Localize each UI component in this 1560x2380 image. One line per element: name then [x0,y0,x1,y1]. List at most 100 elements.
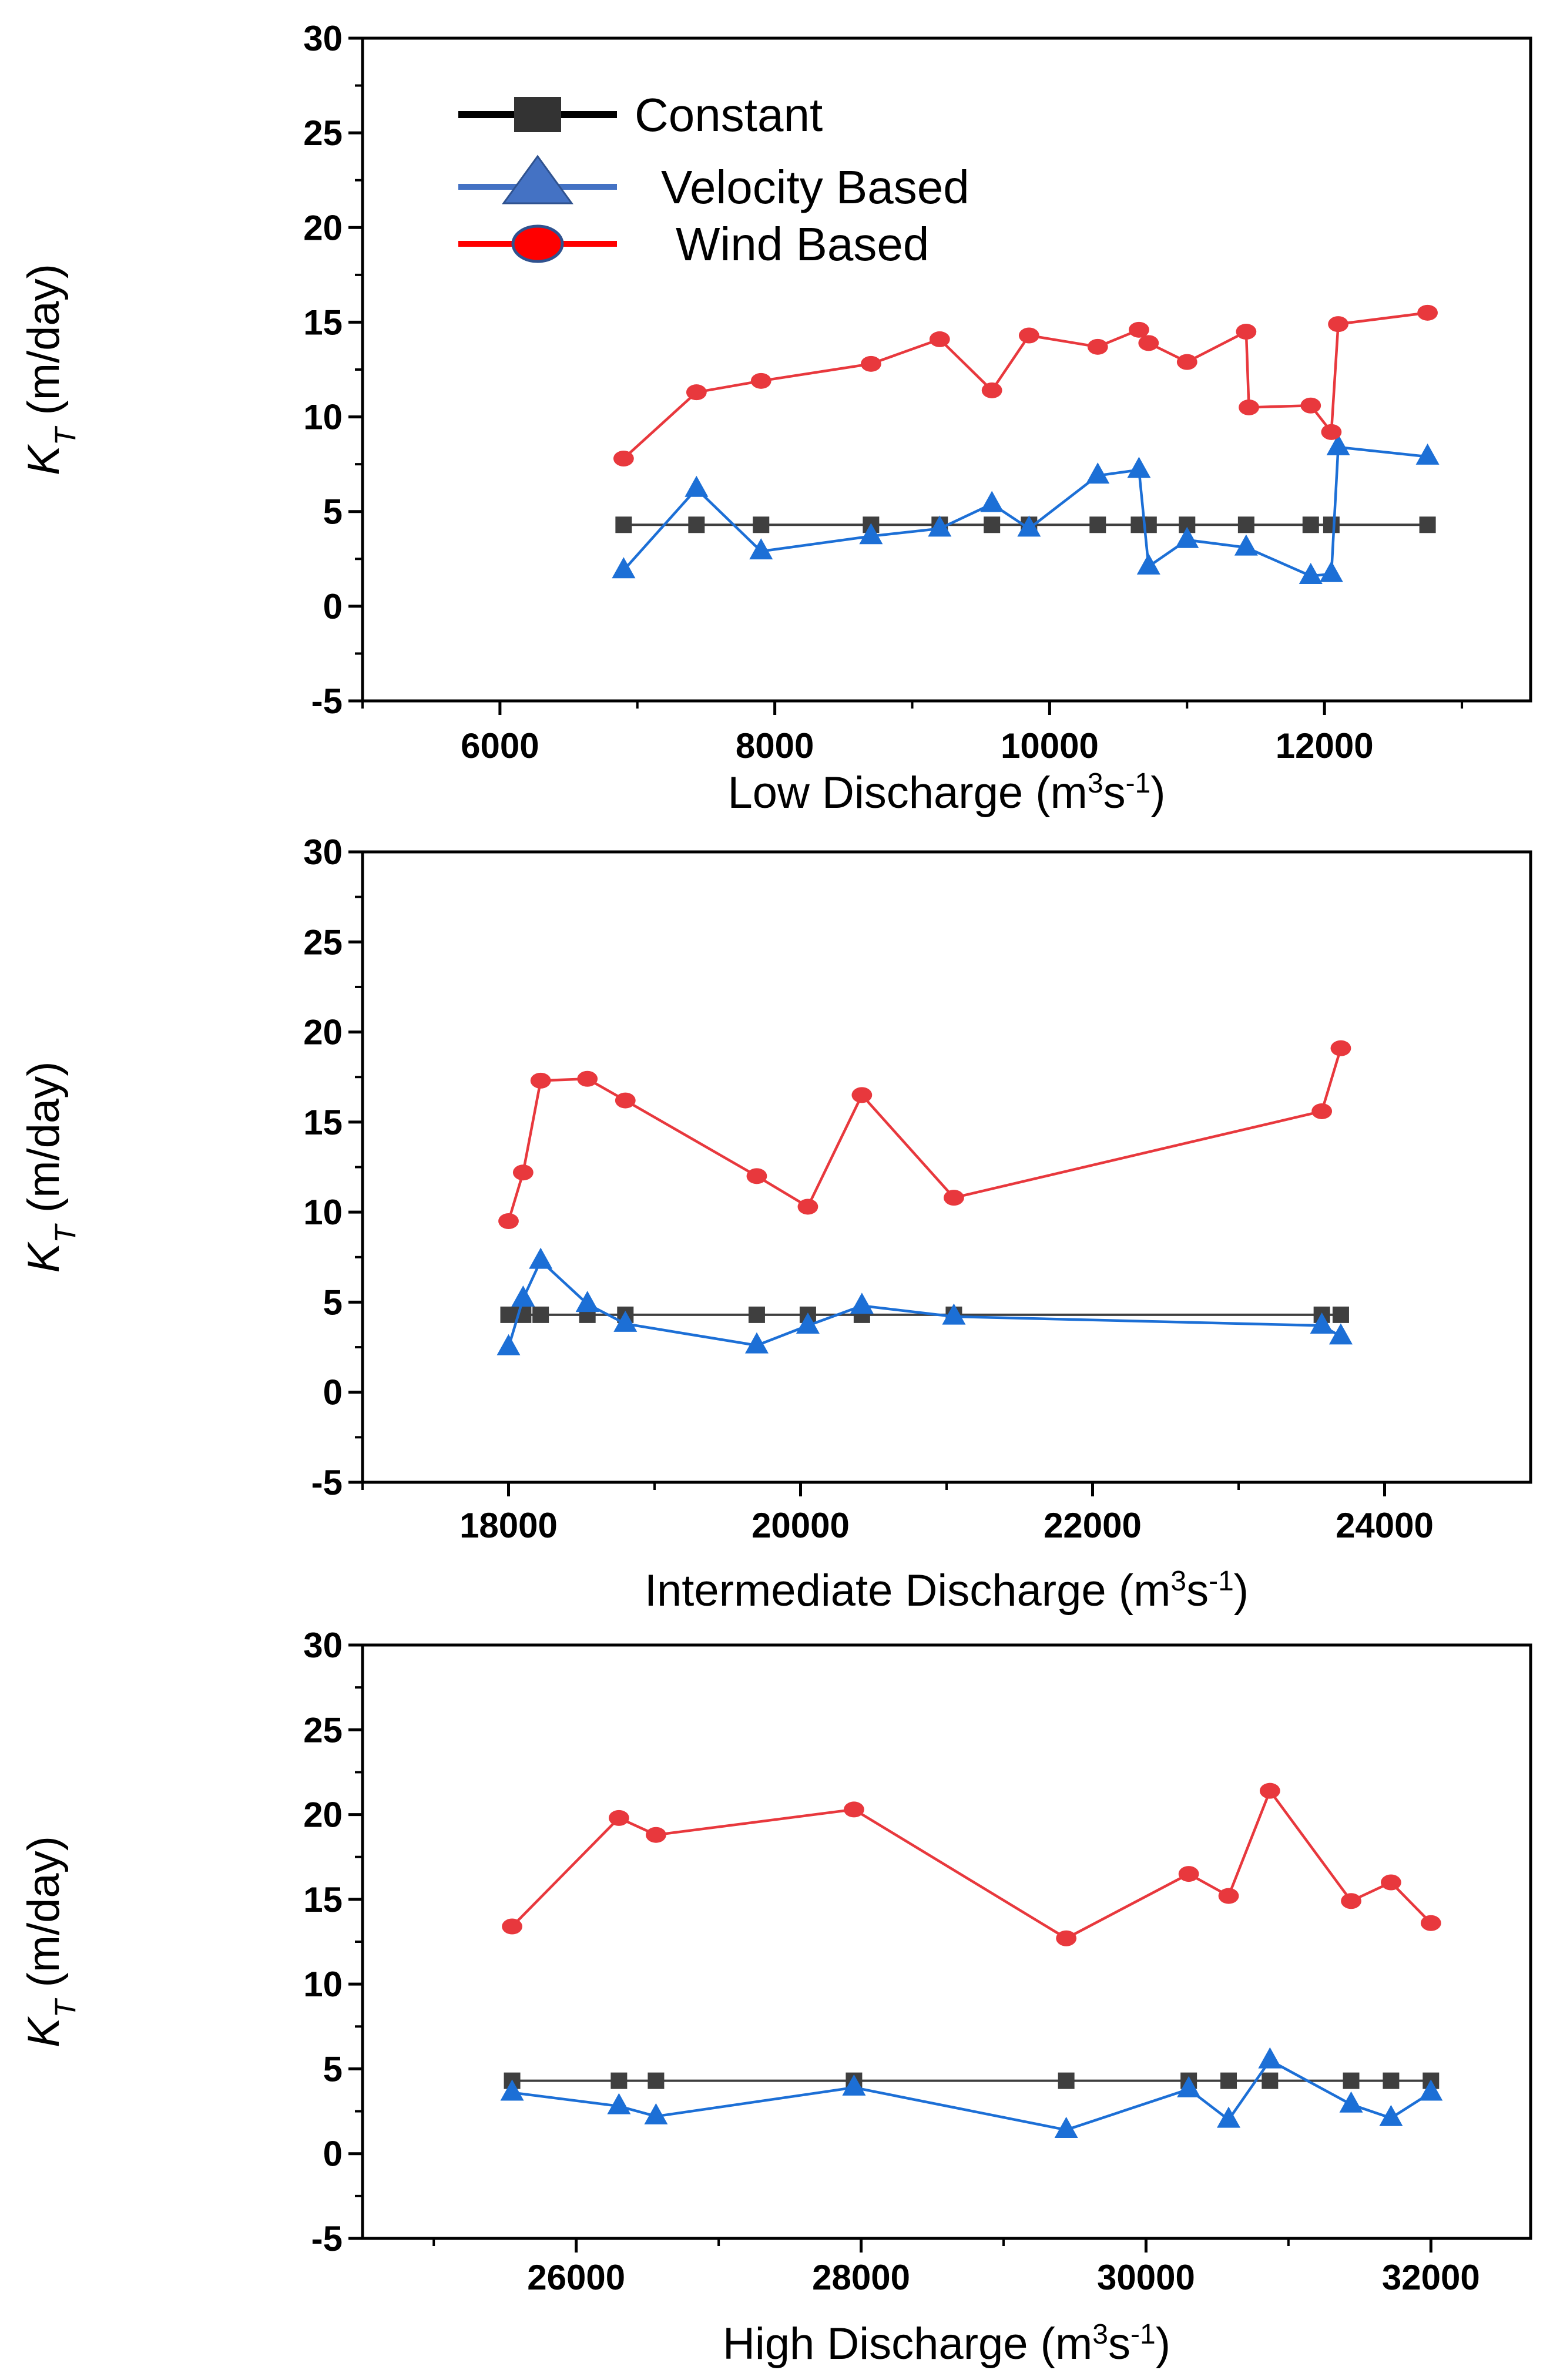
y-tick-label: 10 [303,1965,343,2004]
data-point [744,1332,769,1354]
data-point [1127,456,1151,478]
data-point [1017,515,1041,537]
x-tick-label: 22000 [1044,1506,1142,1545]
data-point [1054,2116,1078,2138]
data-point [1319,560,1343,582]
y-tick-label: 20 [303,1013,343,1052]
y-tick-label: 10 [303,398,343,437]
y-tick-label: 20 [303,208,343,247]
data-point [575,1291,599,1312]
y-title-k: K [19,2016,69,2047]
data-point [1138,335,1159,351]
data-point [1177,2076,1201,2097]
x-tick-label: 26000 [527,2258,625,2297]
y-tick-label: 25 [303,922,343,962]
series-velocity-based [496,1247,1353,1355]
y-title-unit: (m/day) [19,264,69,428]
x-tick-label: 28000 [812,2258,910,2297]
data-point [500,2079,524,2101]
data-point [1178,1866,1199,1882]
data-point [610,2072,628,2089]
y-title-k: K [19,1241,69,1273]
x-tick-label: 18000 [459,1506,558,1545]
data-point [1058,2072,1075,2089]
data-point [1381,1874,1401,1891]
data-point [753,516,770,533]
x-axis: 6000 8000 10000 12000 [361,701,1464,766]
data-point [615,516,632,533]
x-title-main: Low Discharge (m [727,768,1087,818]
data-point [1311,1103,1333,1119]
y-tick-label: 20 [303,1795,343,1835]
data-point [496,1334,521,1355]
data-point [688,516,705,533]
data-point [1415,443,1440,465]
data-point [502,1918,522,1935]
data-point [1341,1893,1361,1909]
data-point [607,2093,631,2114]
x-tick-label: 30000 [1097,2258,1195,2297]
y-tick-label: 5 [323,492,343,532]
data-point [1234,534,1258,556]
x-tick-label: 32000 [1382,2258,1480,2297]
plot-frame [361,1643,1532,2240]
data-point [1018,327,1039,344]
data-point [1086,462,1110,484]
data-point [498,1213,519,1229]
legend-marker [502,155,573,204]
data-point [1089,516,1106,533]
data-point [648,2072,665,2089]
data-point [1323,516,1340,533]
data-point [1176,354,1197,370]
y-tick-label: 10 [303,1193,343,1232]
legend-marker [511,224,564,263]
chart-panel-high: -5 0 5 10 15 20 25 30 26000 28000 30000 32000 High D… [19,1626,1532,2369]
y-axis: -5 0 5 10 15 20 25 30 [303,1626,363,2258]
x-title-mid: s [1108,2319,1130,2369]
data-point [980,491,1004,512]
x-axis-title: Intermediate Discharge (m3s-1) [645,1566,1249,1616]
x-tick-label: 8000 [736,726,814,766]
x-title-mid: s [1186,1566,1209,1616]
data-point [1236,324,1257,340]
data-point [646,1827,666,1843]
y-axis: -5 0 5 10 15 20 25 30 [303,19,363,721]
data-point [644,2103,668,2124]
data-point [615,1092,636,1109]
series-line [507,1048,1343,1222]
x-title-sup: -1 [1126,768,1151,799]
series-line [511,1788,1432,1940]
x-title-sup: 3 [1092,2319,1108,2350]
legend-marker [514,97,561,132]
y-title-sub: T [49,1998,82,2018]
series-velocity-based [612,434,1440,584]
y-title-k: K [19,444,69,475]
data-point [746,1168,767,1184]
data-point [1259,1783,1280,1799]
x-title-end: ) [1156,2319,1170,2369]
y-axis-title: KT (m/day) [19,264,82,475]
data-point [1379,2104,1403,2126]
data-point [1299,562,1323,584]
data-point [860,355,881,372]
legend-label: Constant [635,89,823,141]
x-axis: 18000 20000 22000 24000 [361,1482,1434,1545]
y-tick-label: -5 [311,1463,343,1502]
x-title-end: ) [1150,768,1165,818]
x-axis-title: Low Discharge (m3s-1) [727,768,1165,818]
data-point [530,1072,551,1089]
data-point [1056,1930,1077,1946]
data-point [981,382,1002,398]
data-point [1417,304,1438,321]
data-point [1136,553,1160,575]
x-tick-label: 10000 [1001,726,1099,766]
x-title-main: Intermediate Discharge (m [645,1566,1170,1616]
y-title-unit: (m/day) [19,1836,69,2000]
data-point [1328,316,1348,333]
data-point [1326,434,1350,455]
x-title-mid: s [1103,768,1126,818]
data-point [613,450,634,466]
data-point [1217,2106,1241,2128]
